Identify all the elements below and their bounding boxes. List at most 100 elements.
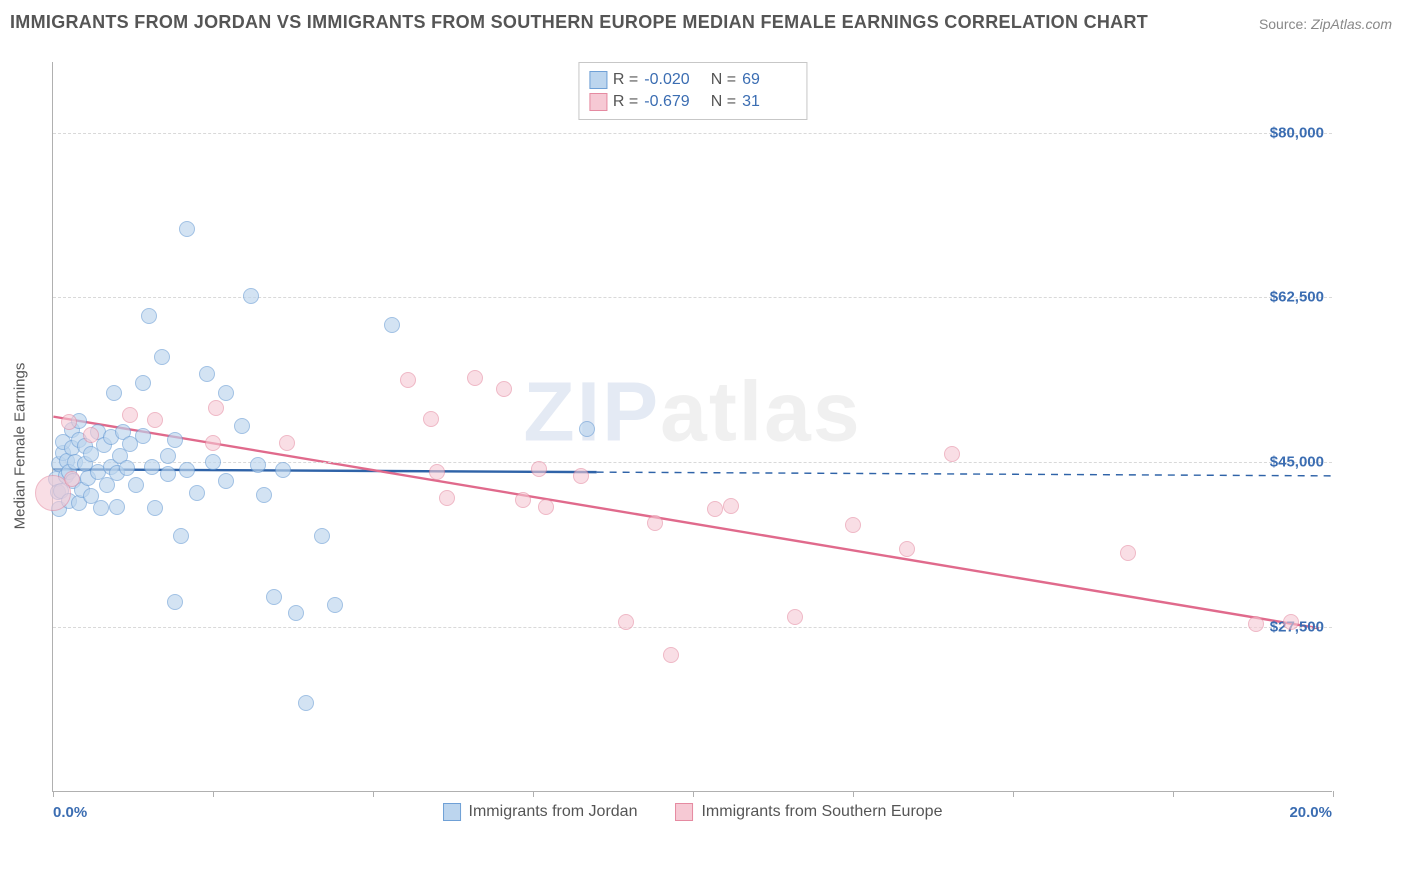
data-point (256, 487, 272, 503)
data-point (1248, 616, 1264, 632)
legend-row-jordan: R = -0.020 N = 69 (589, 69, 792, 91)
data-point (205, 435, 221, 451)
data-point (1283, 614, 1299, 630)
x-axis-min-label: 0.0% (53, 804, 87, 821)
plot-area: ZIPatlas R = -0.020 N = 69 R = -0.679 N … (52, 62, 1332, 792)
data-point (1120, 545, 1136, 561)
data-point (205, 454, 221, 470)
data-point (199, 366, 215, 382)
legend-row-seurope: R = -0.679 N = 31 (589, 91, 792, 113)
data-point (141, 308, 157, 324)
data-point (189, 485, 205, 501)
x-tick (533, 791, 534, 797)
y-tick-label: $80,000 (1270, 124, 1324, 141)
x-tick (53, 791, 54, 797)
data-point (179, 221, 195, 237)
data-point (787, 609, 803, 625)
data-point (944, 446, 960, 462)
legend-swatch-icon (675, 803, 693, 821)
legend-item-seurope: Immigrants from Southern Europe (675, 803, 942, 821)
data-point (538, 499, 554, 515)
legend-swatch-icon (443, 803, 461, 821)
data-point (266, 589, 282, 605)
data-point (218, 473, 234, 489)
data-point (106, 385, 122, 401)
gridline (53, 133, 1332, 134)
data-point (496, 381, 512, 397)
data-point (531, 461, 547, 477)
data-point (243, 288, 259, 304)
data-point (845, 517, 861, 533)
source-label: Source: (1259, 16, 1311, 32)
gridline (53, 627, 1332, 628)
correlation-legend: R = -0.020 N = 69 R = -0.679 N = 31 (578, 62, 807, 120)
data-point (119, 460, 135, 476)
data-point (234, 418, 250, 434)
data-point (147, 412, 163, 428)
data-point (384, 317, 400, 333)
data-point (64, 471, 80, 487)
data-point (298, 695, 314, 711)
data-point (439, 490, 455, 506)
data-point (147, 500, 163, 516)
data-point (515, 492, 531, 508)
source-site: ZipAtlas.com (1311, 16, 1392, 32)
data-point (167, 594, 183, 610)
legend-item-jordan: Immigrants from Jordan (443, 803, 638, 821)
data-point (467, 370, 483, 386)
data-point (61, 414, 77, 430)
data-point (179, 462, 195, 478)
data-point (288, 605, 304, 621)
gridline (53, 462, 1332, 463)
x-tick (213, 791, 214, 797)
data-point (314, 528, 330, 544)
data-point (109, 499, 125, 515)
data-point (573, 468, 589, 484)
data-point (160, 466, 176, 482)
data-point (723, 498, 739, 514)
x-tick (853, 791, 854, 797)
data-point (423, 411, 439, 427)
x-tick (1013, 791, 1014, 797)
data-point (429, 464, 445, 480)
x-tick (1173, 791, 1174, 797)
x-tick (373, 791, 374, 797)
data-point (167, 432, 183, 448)
data-point (400, 372, 416, 388)
data-point (579, 421, 595, 437)
y-axis-title: Median Female Earnings (12, 363, 29, 530)
data-point (173, 528, 189, 544)
source-attribution: Source: ZipAtlas.com (1259, 16, 1392, 32)
data-point (135, 375, 151, 391)
data-point (83, 427, 99, 443)
data-point (154, 349, 170, 365)
x-tick (693, 791, 694, 797)
chart-title: IMMIGRANTS FROM JORDAN VS IMMIGRANTS FRO… (10, 12, 1148, 33)
data-point (647, 515, 663, 531)
y-tick-label: $45,000 (1270, 454, 1324, 471)
data-point (899, 541, 915, 557)
legend-swatch-jordan (589, 71, 607, 89)
data-point (707, 501, 723, 517)
data-point (144, 459, 160, 475)
data-point (618, 614, 634, 630)
data-point (663, 647, 679, 663)
data-point (135, 428, 151, 444)
x-axis-max-label: 20.0% (1289, 804, 1332, 821)
watermark: ZIPatlas (523, 363, 861, 460)
data-point (279, 435, 295, 451)
data-point (128, 477, 144, 493)
x-tick (1333, 791, 1334, 797)
data-point (160, 448, 176, 464)
series-legend: Immigrants from Jordan Immigrants from S… (443, 803, 943, 821)
legend-swatch-seurope (589, 93, 607, 111)
data-point (208, 400, 224, 416)
data-point (327, 597, 343, 613)
data-point (93, 500, 109, 516)
data-point (122, 407, 138, 423)
data-point (275, 462, 291, 478)
data-point (250, 457, 266, 473)
correlation-chart: IMMIGRANTS FROM JORDAN VS IMMIGRANTS FRO… (0, 0, 1406, 892)
y-tick-label: $62,500 (1270, 289, 1324, 306)
data-point (218, 385, 234, 401)
